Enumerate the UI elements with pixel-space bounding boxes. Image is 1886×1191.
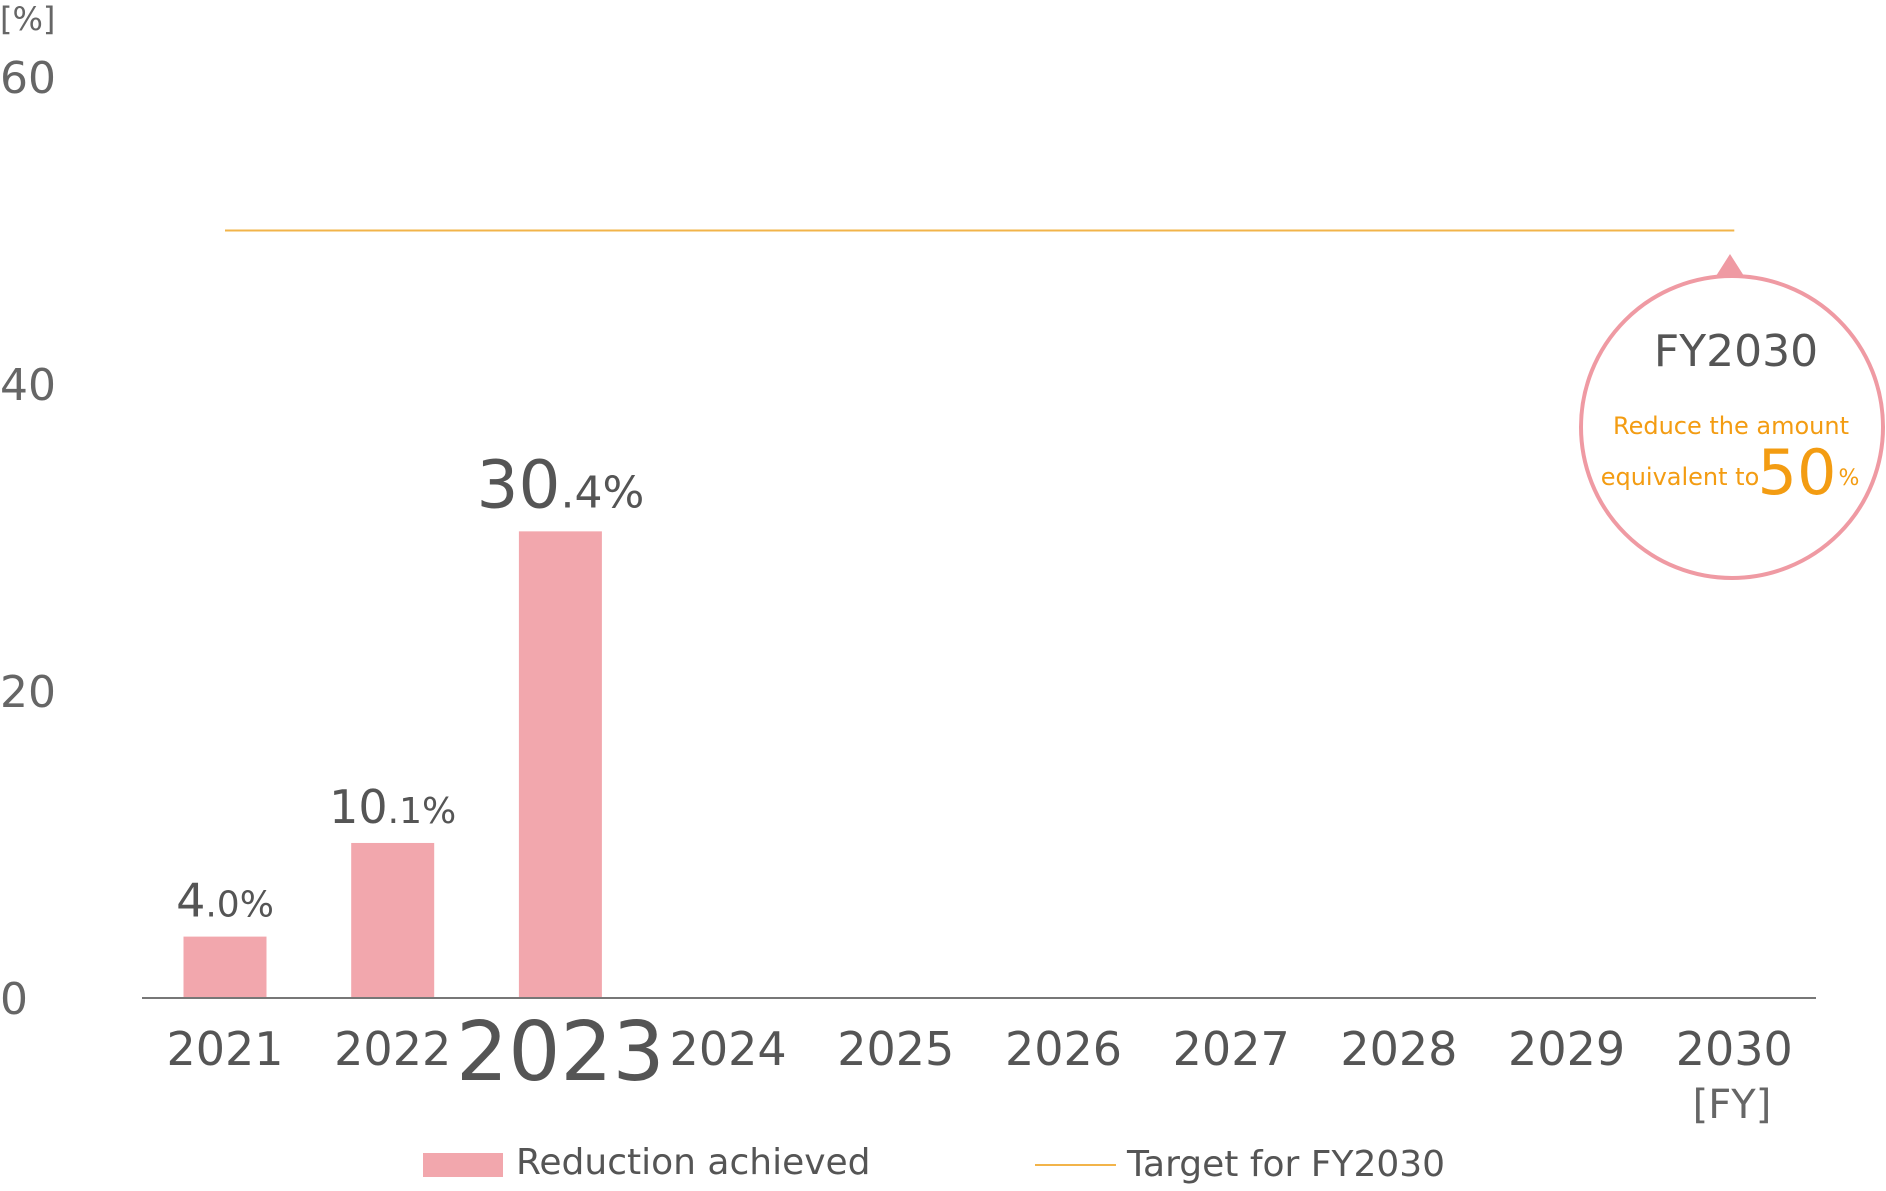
y-tick-label: 0 — [0, 974, 28, 1025]
bar-value-label: 4.0% — [176, 874, 274, 928]
bar — [183, 936, 267, 998]
y-tick-label: 60 — [0, 53, 56, 104]
legend-label-reduction: Reduction achieved — [516, 1142, 871, 1183]
y-unit-label: [%] — [0, 0, 55, 38]
legend-label-target: Target for FY2030 — [1126, 1144, 1445, 1185]
x-tick-label: 2021 — [166, 1022, 283, 1076]
bar-value-labels: 4.0% 10.1% 30.4% — [176, 446, 644, 927]
callout-pointer-cover — [1718, 260, 1742, 278]
bar-value-label: 10.1% — [329, 780, 456, 834]
x-tick-label: 2028 — [1340, 1022, 1457, 1076]
bar — [351, 842, 435, 998]
x-axis-ticks: 2021 2022 2023 2024 2025 2026 2027 2028 2029 2030 — [166, 1005, 1792, 1100]
x-tick-label: 2027 — [1173, 1022, 1290, 1076]
x-tick-label: 2026 — [1005, 1022, 1122, 1076]
x-tick-label: 2029 — [1508, 1022, 1625, 1076]
callout-line2: equivalent to — [1601, 463, 1760, 491]
x-tick-label: 2023 — [456, 1005, 665, 1100]
legend: Reduction achieved Target for FY2030 — [423, 1142, 1445, 1185]
y-axis-ticks: 0 20 40 60 — [0, 53, 56, 1025]
legend-swatch-reduction — [423, 1153, 503, 1177]
target-callout: FY2030 Reduce the amount equivalent to 5… — [1579, 254, 1885, 580]
x-tick-label: 2030 — [1676, 1022, 1793, 1076]
x-tick-label: 2025 — [837, 1022, 954, 1076]
callout-value: 50 — [1758, 436, 1837, 509]
callout-unit: % — [1839, 466, 1860, 491]
x-unit-label: [FY] — [1693, 1082, 1772, 1128]
y-tick-label: 20 — [0, 667, 56, 718]
x-tick-label: 2022 — [334, 1022, 451, 1076]
y-tick-label: 40 — [0, 360, 56, 411]
callout-title: FY2030 — [1654, 326, 1818, 377]
callout-line1: Reduce the amount — [1613, 412, 1849, 440]
bars — [183, 531, 602, 998]
bar — [518, 531, 602, 998]
bar-value-label: 30.4% — [477, 446, 645, 523]
x-tick-label: 2024 — [670, 1022, 787, 1076]
